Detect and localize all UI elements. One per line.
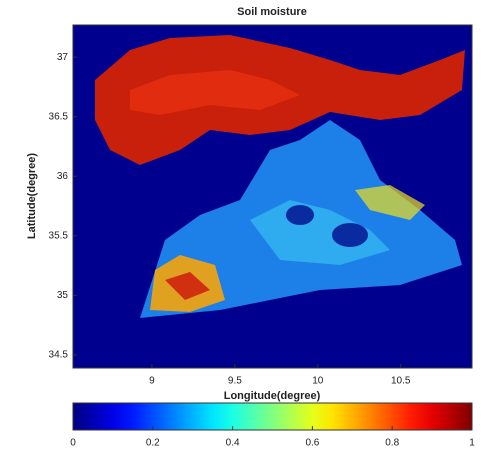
yellow-patch [355, 185, 425, 220]
cyan-region [250, 200, 390, 265]
x-tick-label: 10.5 [391, 376, 411, 387]
x-axis-label: Longitude(degree) [224, 390, 321, 402]
colorbar-tick-label: 0.6 [305, 438, 319, 449]
dark-patch [286, 205, 314, 225]
y-axis-label: Latitude(degree) [26, 153, 38, 240]
colorbar-tick-label: 1 [469, 438, 475, 449]
dark-patch [332, 223, 368, 247]
y-tick-label: 36 [57, 171, 69, 182]
y-tick-label: 35.5 [49, 230, 69, 241]
x-tick-label: 9 [149, 376, 155, 387]
map-raster [73, 25, 472, 368]
colorbar [72, 402, 473, 431]
y-tick-label: 34.5 [49, 350, 69, 361]
red-patch [165, 272, 210, 300]
x-tick-label: 10 [312, 376, 324, 387]
x-tick-label: 9.5 [228, 376, 242, 387]
colorbar-tick-label: 0.2 [146, 438, 160, 449]
y-tick-label: 35 [57, 290, 69, 301]
y-tick-label: 36.5 [49, 111, 69, 122]
colorbar-tick-label: 0.4 [226, 438, 240, 449]
plot-frame [72, 24, 473, 369]
colorbar-tick-label: 0 [70, 438, 76, 449]
y-tick-label: 37 [57, 52, 69, 63]
colorbar-tick-label: 0.8 [385, 438, 399, 449]
chart-title: Soil moisture [237, 6, 307, 18]
red-region-inner [130, 70, 300, 115]
